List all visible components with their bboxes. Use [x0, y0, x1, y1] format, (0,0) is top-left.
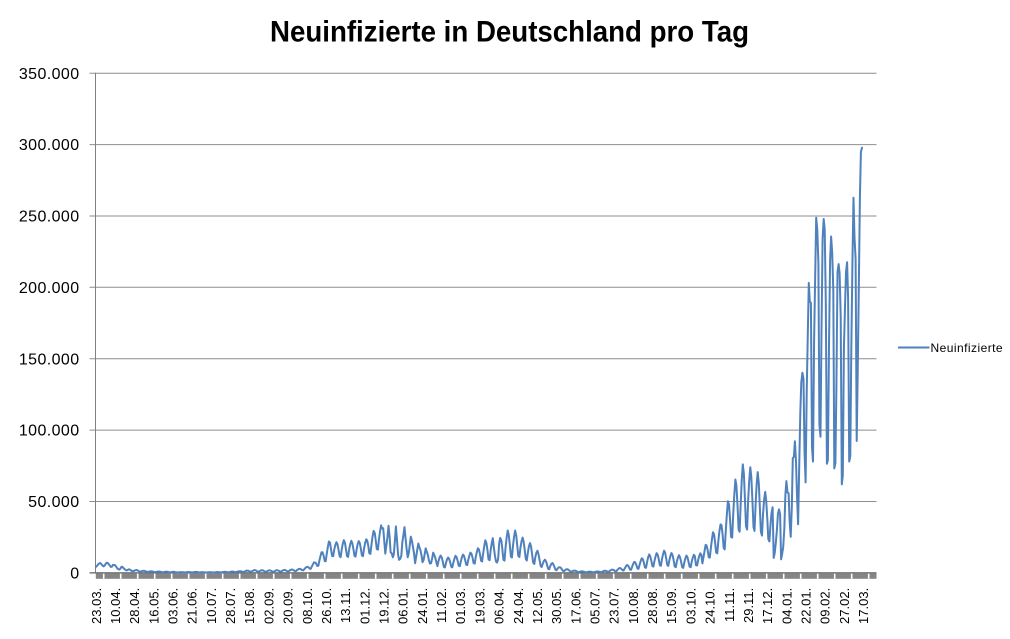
svg-text:02.09.: 02.09. — [261, 588, 276, 624]
svg-text:22.01.: 22.01. — [799, 588, 814, 624]
svg-text:17.12.: 17.12. — [760, 588, 775, 624]
svg-text:03.06.: 03.06. — [166, 588, 181, 624]
svg-text:03.10.: 03.10. — [683, 588, 698, 624]
svg-text:05.07.: 05.07. — [588, 588, 603, 624]
svg-text:01.03.: 01.03. — [453, 588, 468, 624]
svg-text:10.08.: 10.08. — [626, 588, 641, 624]
svg-text:Neuinfizierte: Neuinfizierte — [931, 341, 1004, 355]
svg-text:300.000: 300.000 — [19, 137, 80, 154]
svg-text:10.04.: 10.04. — [108, 588, 123, 624]
svg-text:01.12.: 01.12. — [357, 588, 372, 624]
svg-text:13.11.: 13.11. — [338, 588, 353, 623]
svg-text:350.000: 350.000 — [19, 66, 80, 83]
svg-text:27.02.: 27.02. — [837, 588, 852, 624]
svg-text:08.10.: 08.10. — [300, 588, 315, 624]
svg-text:0: 0 — [70, 566, 79, 583]
svg-text:28.08.: 28.08. — [645, 588, 660, 624]
svg-text:29.11.: 29.11. — [741, 588, 756, 623]
svg-text:04.01.: 04.01. — [779, 588, 794, 624]
svg-text:15.09.: 15.09. — [664, 588, 679, 624]
svg-text:19.12.: 19.12. — [377, 588, 392, 624]
svg-text:50.000: 50.000 — [28, 494, 79, 511]
svg-text:24.10.: 24.10. — [703, 588, 718, 624]
svg-text:24.01.: 24.01. — [415, 588, 430, 624]
svg-text:21.06.: 21.06. — [185, 588, 200, 624]
svg-text:23.03.: 23.03. — [89, 588, 104, 624]
svg-text:10.07.: 10.07. — [204, 588, 219, 624]
svg-text:26.10.: 26.10. — [319, 588, 334, 624]
svg-text:15.08.: 15.08. — [242, 588, 257, 624]
svg-text:19.03.: 19.03. — [472, 588, 487, 624]
svg-text:30.05.: 30.05. — [549, 588, 564, 624]
svg-text:20.09.: 20.09. — [281, 588, 296, 624]
svg-text:16.05.: 16.05. — [146, 588, 161, 624]
svg-text:150.000: 150.000 — [19, 351, 80, 368]
svg-text:11.02.: 11.02. — [434, 588, 449, 623]
svg-text:200.000: 200.000 — [19, 280, 80, 297]
svg-text:250.000: 250.000 — [19, 209, 80, 226]
svg-text:17.06.: 17.06. — [568, 588, 583, 624]
svg-text:Neuinfizierte in Deutschland p: Neuinfizierte in Deutschland pro Tag — [270, 16, 749, 49]
svg-text:24.04.: 24.04. — [511, 588, 526, 624]
svg-text:28.04.: 28.04. — [127, 588, 142, 624]
svg-text:06.04.: 06.04. — [492, 588, 507, 624]
svg-text:100.000: 100.000 — [19, 423, 80, 440]
svg-text:06.01.: 06.01. — [396, 588, 411, 624]
svg-text:17.03.: 17.03. — [856, 588, 871, 624]
svg-text:12.05.: 12.05. — [530, 588, 545, 624]
svg-text:09.02.: 09.02. — [818, 588, 833, 624]
svg-text:23.07.: 23.07. — [607, 588, 622, 624]
svg-text:28.07.: 28.07. — [223, 588, 238, 624]
svg-text:11.11.: 11.11. — [722, 588, 737, 622]
